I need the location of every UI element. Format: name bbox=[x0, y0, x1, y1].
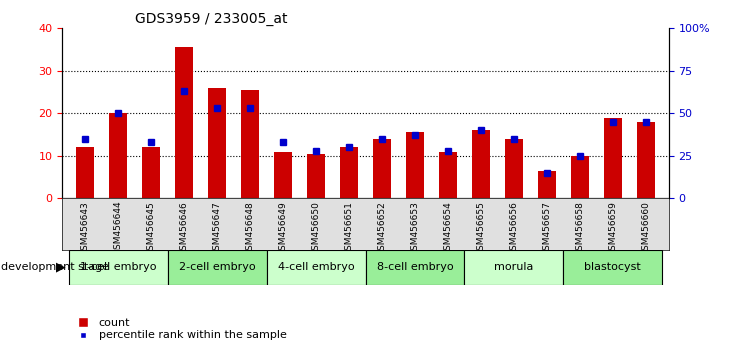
Text: GSM456658: GSM456658 bbox=[575, 201, 584, 256]
Bar bbox=[564, 250, 662, 285]
Bar bbox=[571, 156, 589, 198]
Text: GSM456649: GSM456649 bbox=[279, 201, 287, 256]
Bar bbox=[366, 250, 464, 285]
Text: GSM456648: GSM456648 bbox=[246, 201, 254, 256]
Bar bbox=[604, 118, 622, 198]
Text: GSM456643: GSM456643 bbox=[80, 201, 90, 256]
Text: GDS3959 / 233005_at: GDS3959 / 233005_at bbox=[135, 12, 287, 26]
Text: GSM456644: GSM456644 bbox=[114, 201, 123, 256]
Text: blastocyst: blastocyst bbox=[584, 262, 641, 272]
Text: development stage: development stage bbox=[1, 262, 109, 272]
Text: GSM456647: GSM456647 bbox=[213, 201, 221, 256]
Text: GSM456645: GSM456645 bbox=[147, 201, 156, 256]
Text: GSM456657: GSM456657 bbox=[542, 201, 551, 256]
Bar bbox=[637, 122, 655, 198]
Bar bbox=[505, 139, 523, 198]
Bar bbox=[340, 147, 358, 198]
Bar bbox=[167, 250, 267, 285]
Legend: count, percentile rank within the sample: count, percentile rank within the sample bbox=[68, 314, 291, 345]
Text: 8-cell embryo: 8-cell embryo bbox=[376, 262, 453, 272]
Bar bbox=[267, 250, 366, 285]
Text: GSM456653: GSM456653 bbox=[411, 201, 420, 256]
Bar bbox=[439, 152, 457, 198]
Bar bbox=[76, 147, 94, 198]
Bar bbox=[69, 250, 167, 285]
Text: 2-cell embryo: 2-cell embryo bbox=[179, 262, 255, 272]
Text: GSM456659: GSM456659 bbox=[608, 201, 617, 256]
Bar bbox=[464, 250, 564, 285]
Text: GSM456656: GSM456656 bbox=[510, 201, 518, 256]
Bar bbox=[471, 130, 490, 198]
Bar bbox=[373, 139, 391, 198]
Text: GSM456660: GSM456660 bbox=[641, 201, 651, 256]
Text: morula: morula bbox=[494, 262, 534, 272]
Bar bbox=[175, 47, 193, 198]
Text: GSM456650: GSM456650 bbox=[311, 201, 320, 256]
Text: GSM456646: GSM456646 bbox=[180, 201, 189, 256]
Bar bbox=[274, 152, 292, 198]
Text: 4-cell embryo: 4-cell embryo bbox=[278, 262, 355, 272]
Text: 1-cell embryo: 1-cell embryo bbox=[80, 262, 156, 272]
Text: GSM456652: GSM456652 bbox=[377, 201, 387, 256]
Text: GSM456655: GSM456655 bbox=[477, 201, 485, 256]
Text: ▶: ▶ bbox=[56, 261, 66, 274]
Bar bbox=[208, 88, 226, 198]
Bar bbox=[142, 147, 160, 198]
Text: GSM456651: GSM456651 bbox=[344, 201, 354, 256]
Bar bbox=[241, 90, 260, 198]
Text: GSM456654: GSM456654 bbox=[444, 201, 452, 256]
Bar bbox=[109, 113, 127, 198]
Bar bbox=[307, 154, 325, 198]
Bar bbox=[406, 132, 424, 198]
Bar bbox=[538, 171, 556, 198]
